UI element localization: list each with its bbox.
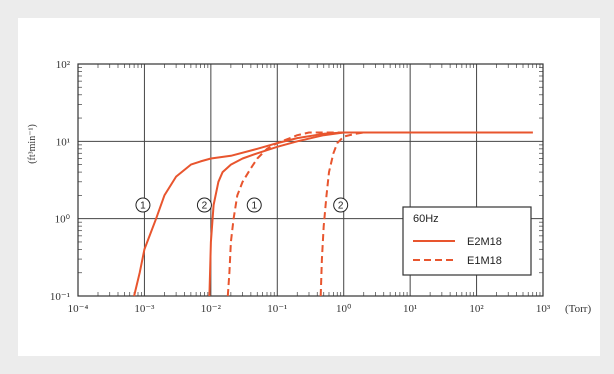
- curve-number-label: 1: [140, 201, 146, 212]
- legend-title: 60Hz: [413, 213, 439, 225]
- x-tick-label: 10⁻¹: [267, 303, 287, 315]
- y-tick-label: 10²: [56, 59, 71, 71]
- series-line-e1m18-2: [319, 131, 533, 297]
- curve-number-marker: [135, 197, 151, 213]
- x-tick-label: 10⁻⁴: [68, 303, 89, 315]
- curve-number-label: 2: [202, 201, 208, 212]
- curve-number-marker: [196, 197, 212, 213]
- legend-label-e1m18: E1M18: [467, 255, 502, 267]
- plot-frame: [77, 63, 544, 297]
- x-unit-label: (Torr): [565, 303, 591, 315]
- x-tick-label: 10³: [536, 303, 551, 315]
- chart-panel: 10⁻⁴ 10⁻³ 10⁻² 10⁻¹ 10⁰ 10¹ 10² 10³ (Torr) 10⁻¹ 10…: [18, 18, 600, 356]
- x-tick-label: 10⁻²: [201, 303, 222, 315]
- pumping-speed-chart: 10⁻⁴ 10⁻³ 10⁻² 10⁻¹ 10⁰ 10¹ 10² 10³ (Torr) 10⁻¹ 10…: [27, 59, 591, 315]
- curve-number-label: 1: [251, 201, 257, 212]
- series-line-e1m18-1: [226, 131, 533, 297]
- curve-number-label: 2: [338, 201, 344, 212]
- x-tick-label: 10⁰: [336, 303, 352, 315]
- legend-label-e2m18: E2M18: [467, 236, 502, 248]
- curve-number-marker: [246, 197, 262, 213]
- y-tick-label: 10⁰: [55, 214, 71, 226]
- y-axis-label: (ft³min⁻¹): [27, 124, 38, 164]
- y-tick-label: 10¹: [56, 136, 70, 148]
- x-tick-label: 10¹: [403, 303, 417, 315]
- y-tick-label: 10⁻¹: [50, 291, 70, 303]
- x-tick-label: 10⁻³: [134, 303, 155, 315]
- x-tick-label: 10²: [469, 303, 484, 315]
- curve-number-marker: [333, 197, 349, 213]
